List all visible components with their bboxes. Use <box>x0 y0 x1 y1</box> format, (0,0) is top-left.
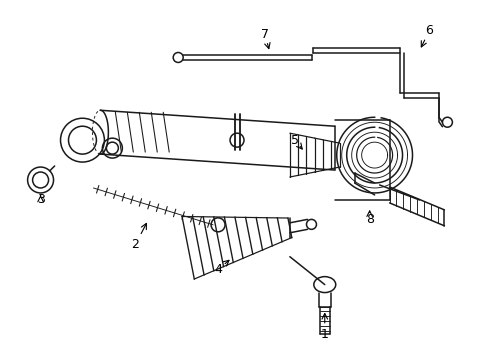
Text: 4: 4 <box>214 263 222 276</box>
Text: 1: 1 <box>320 328 328 341</box>
Text: 3: 3 <box>37 193 44 206</box>
Text: 8: 8 <box>365 213 373 226</box>
Text: 7: 7 <box>261 28 268 41</box>
Text: 2: 2 <box>131 238 139 251</box>
Text: 5: 5 <box>290 134 298 147</box>
Text: 6: 6 <box>425 24 432 37</box>
